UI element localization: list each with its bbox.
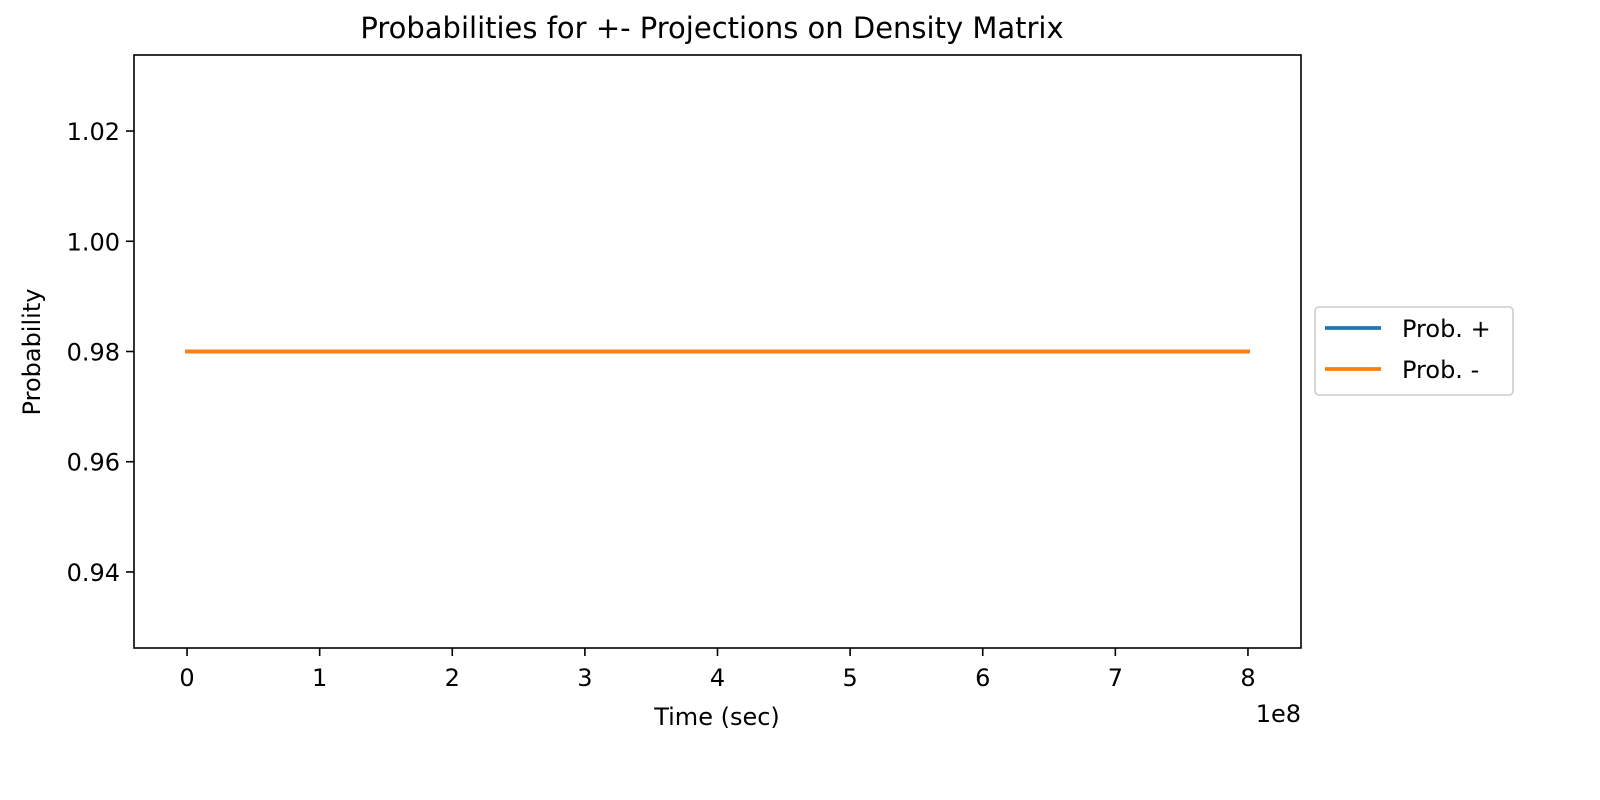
y-tick-label: 0.94 — [67, 559, 120, 587]
x-tick-label: 2 — [445, 664, 460, 692]
legend-label: Prob. + — [1402, 315, 1491, 343]
x-axis-label: Time (sec) — [653, 703, 780, 731]
x-axis-offset-label: 1e8 — [1256, 700, 1301, 728]
x-tick-label: 3 — [577, 664, 592, 692]
legend-label: Prob. - — [1402, 356, 1479, 384]
y-tick-label: 1.00 — [67, 228, 120, 256]
y-tick-label: 0.96 — [67, 449, 120, 477]
x-tick-label: 1 — [312, 664, 327, 692]
x-tick-label: 5 — [842, 664, 857, 692]
x-tick-label: 7 — [1108, 664, 1123, 692]
x-tick-label: 4 — [710, 664, 725, 692]
x-axis: 0 1 2 3 4 5 6 7 8 — [179, 648, 1256, 692]
chart-title: Probabilities for +- Projections on Dens… — [360, 11, 1063, 45]
y-tick-label: 1.02 — [67, 118, 120, 146]
y-tick-label: 0.98 — [67, 339, 120, 367]
legend: Prob. + Prob. - — [1314, 306, 1514, 396]
x-tick-label: 0 — [179, 664, 194, 692]
plot-area — [133, 54, 1302, 649]
x-tick-label: 6 — [975, 664, 990, 692]
y-axis-label: Probability — [18, 289, 46, 416]
x-tick-label: 8 — [1240, 664, 1255, 692]
y-axis: 0.94 0.96 0.98 1.00 1.02 — [67, 118, 134, 587]
legend-entries: Prob. + Prob. - — [1325, 315, 1491, 384]
